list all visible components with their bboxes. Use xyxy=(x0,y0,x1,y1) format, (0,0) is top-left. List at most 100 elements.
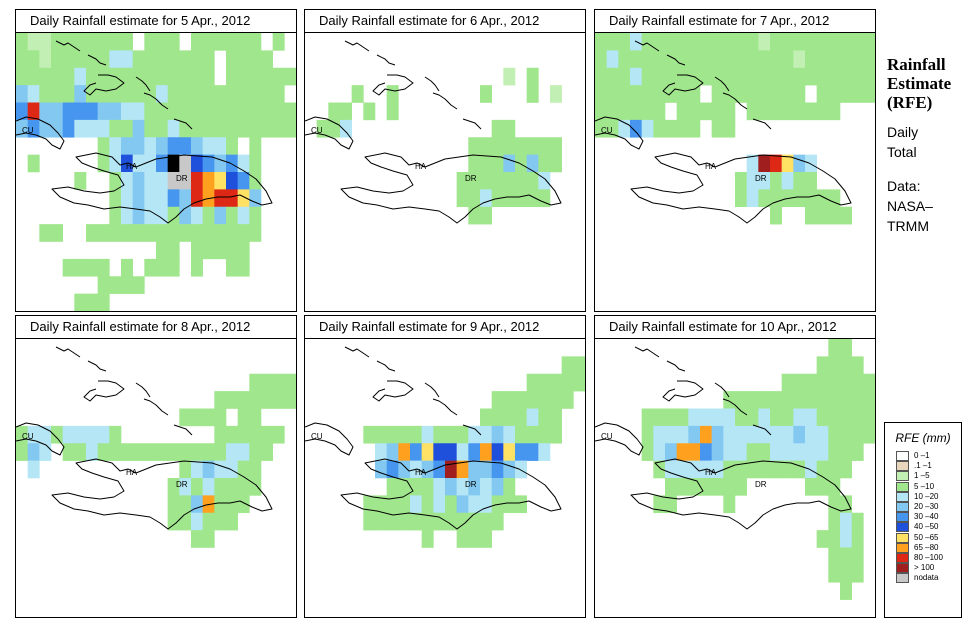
rainfall-cell xyxy=(840,356,852,375)
rainfall-cell xyxy=(711,67,724,86)
rainfall-cell xyxy=(386,425,399,444)
rainfall-cell xyxy=(167,154,180,173)
rainfall-cell xyxy=(561,356,574,375)
rainfall-cell xyxy=(746,443,759,461)
coastline xyxy=(666,54,686,66)
rainfall-grid xyxy=(16,373,296,548)
rainfall-cell xyxy=(284,391,296,409)
rainfall-cell xyxy=(62,443,75,461)
rainfall-cell xyxy=(781,50,794,69)
rainfall-cell xyxy=(491,154,504,173)
rainfall-cell xyxy=(758,154,771,173)
legend-title: RFE (mm) xyxy=(895,431,951,445)
rainfall-cell xyxy=(723,391,736,409)
rainfall-cell xyxy=(676,478,689,496)
rainfall-cell xyxy=(840,547,852,566)
rainfall-cell xyxy=(828,102,841,121)
rainfall-cell xyxy=(851,50,864,69)
rainfall-cell xyxy=(202,119,215,138)
legend-label: 10 –20 xyxy=(914,491,939,501)
rainfall-cell xyxy=(503,460,516,479)
rainfall-cell xyxy=(515,443,527,461)
rainfall-cell xyxy=(214,189,227,208)
rainfall-cell xyxy=(202,241,215,260)
rainfall-cell xyxy=(62,85,75,103)
rainfall-cell xyxy=(863,391,875,409)
rainfall-cell xyxy=(398,425,411,444)
rainfall-cell xyxy=(191,137,203,155)
rainfall-cell xyxy=(284,373,296,392)
rainfall-cell xyxy=(606,102,619,121)
rainfall-cell xyxy=(272,85,285,103)
coastline xyxy=(340,458,562,530)
rainfall-cell xyxy=(828,391,841,409)
rainfall-cell xyxy=(653,443,666,461)
legend-swatch xyxy=(896,451,909,461)
legend-item: 65 –80 xyxy=(885,542,961,553)
rainfall-cell xyxy=(179,137,192,155)
rainfall-map: CU HA DR xyxy=(594,32,876,312)
rainfall-cell xyxy=(770,425,782,444)
rainfall-cell xyxy=(249,172,262,190)
rainfall-cell xyxy=(214,443,227,461)
rainfall-cell xyxy=(202,478,215,496)
coastline xyxy=(752,424,772,436)
rainfall-cell xyxy=(445,512,457,531)
rainfall-cell xyxy=(421,478,434,496)
rainfall-cell xyxy=(735,391,747,409)
rainfall-cell xyxy=(793,33,806,51)
rainfall-cell xyxy=(700,102,712,121)
rainfall-cell xyxy=(456,530,469,548)
rainfall-cell xyxy=(711,119,724,138)
rainfall-cell xyxy=(781,172,794,190)
rainfall-cell xyxy=(237,172,250,190)
rainfall-cell xyxy=(688,408,701,427)
rainfall-cell xyxy=(735,443,747,461)
rainfall-cell xyxy=(16,425,28,444)
rainfall-cell xyxy=(851,391,864,409)
rainfall-cell xyxy=(410,512,422,531)
coastline xyxy=(630,152,852,224)
rainfall-cell xyxy=(156,206,168,225)
rainfall-cell xyxy=(363,512,376,531)
legend-label: .1 –1 xyxy=(914,461,932,471)
rainfall-cell xyxy=(665,425,677,444)
rainfall-cell xyxy=(538,391,551,409)
rainfall-cell xyxy=(840,339,852,357)
rainfall-cell xyxy=(97,293,110,311)
rainfall-cell xyxy=(214,119,227,138)
rainfall-cell xyxy=(144,258,157,277)
rainfall-cell xyxy=(226,33,238,51)
rainfall-cell xyxy=(179,189,192,208)
rainfall-cell xyxy=(340,119,352,138)
rainfall-cell xyxy=(109,206,122,225)
rainfall-cell xyxy=(249,154,262,173)
rainfall-cell xyxy=(515,137,527,155)
rainfall-cell xyxy=(676,443,689,461)
rainfall-cell xyxy=(456,495,469,514)
rainfall-cell xyxy=(51,102,63,121)
rainfall-cell xyxy=(109,119,122,138)
rainfall-cell xyxy=(39,443,52,461)
rainfall-cell xyxy=(515,391,527,409)
rainfall-cell xyxy=(226,119,238,138)
rainfall-cell xyxy=(793,373,806,392)
rainfall-cell xyxy=(16,50,28,69)
rainfall-cell xyxy=(97,102,110,121)
rainfall-cell xyxy=(550,391,562,409)
rainfall-cell xyxy=(851,356,864,375)
rainfall-cell xyxy=(503,67,516,86)
rainfall-cell xyxy=(191,50,203,69)
rainfall-cell xyxy=(828,50,841,69)
rainfall-cell xyxy=(167,241,180,260)
rainfall-cell xyxy=(723,495,736,514)
rainfall-cell xyxy=(398,495,411,514)
rainfall-cell xyxy=(503,172,516,190)
rainfall-cell xyxy=(144,137,157,155)
rainfall-cell xyxy=(226,258,238,277)
rainfall-cell xyxy=(480,495,492,514)
rainfall-cell xyxy=(676,119,689,138)
legend-swatch xyxy=(896,563,909,574)
rainfall-cell xyxy=(711,50,724,69)
rainfall-cell xyxy=(538,172,551,190)
